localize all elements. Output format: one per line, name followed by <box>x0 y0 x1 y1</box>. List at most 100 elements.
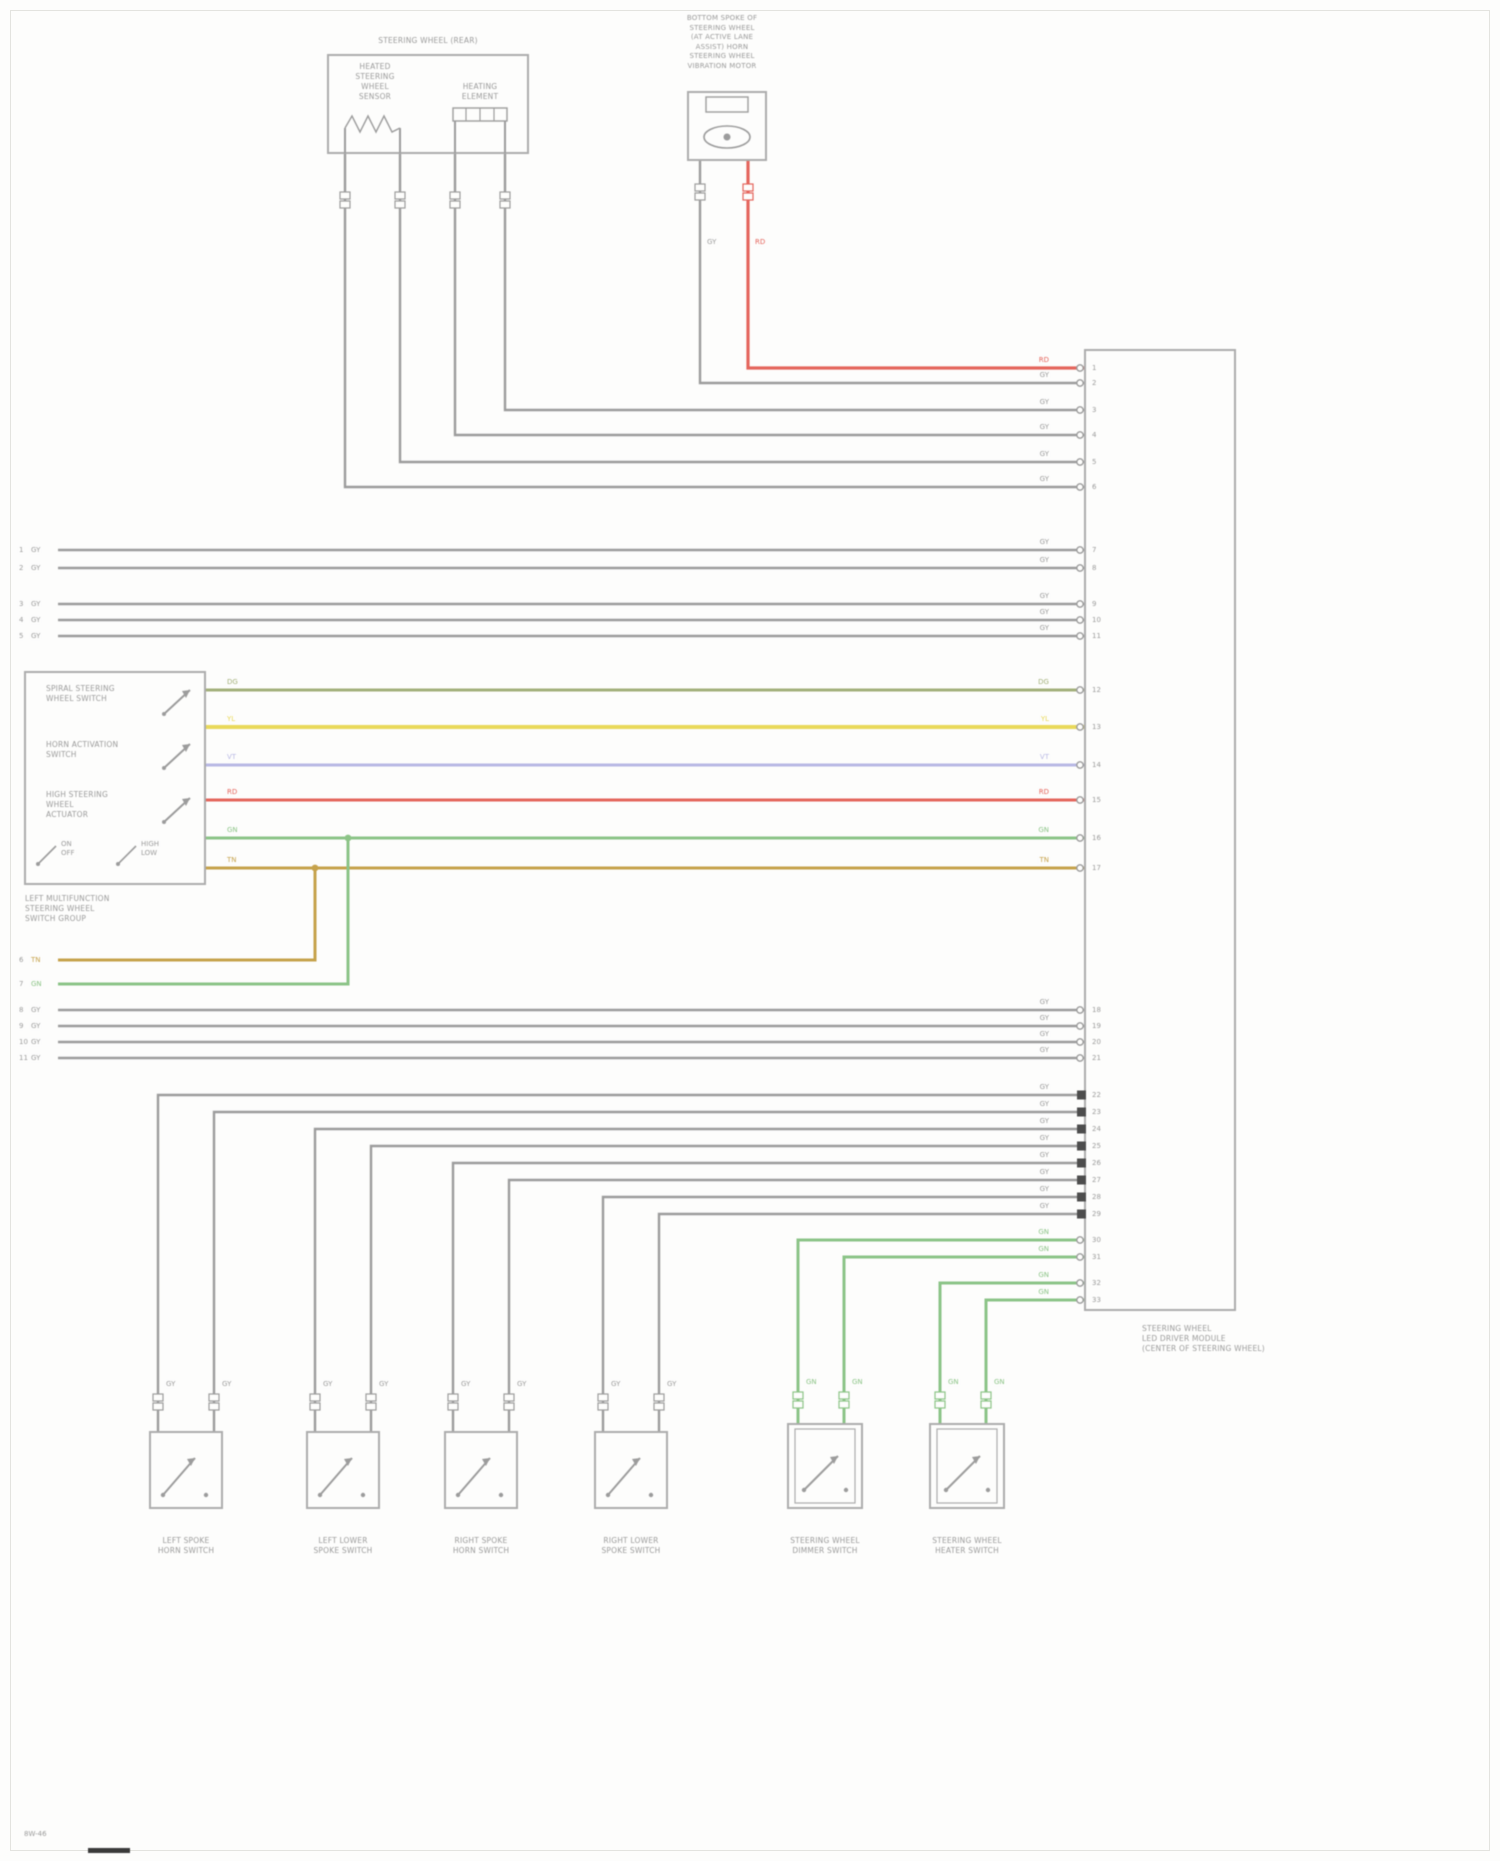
bus-terminal <box>1076 483 1084 491</box>
wire-sw6-b <box>984 1298 1085 1424</box>
wire-code-label: GY <box>1038 1100 1050 1108</box>
wire-heater-element-1 <box>453 153 1085 437</box>
bus-pin-label: 17 <box>1092 864 1101 872</box>
bus-pin-label: 6 <box>1092 483 1097 491</box>
switch1-symbol <box>162 1457 196 1496</box>
wire-sw5-b <box>842 1255 1085 1424</box>
bus-pin-label: 24 <box>1092 1125 1101 1133</box>
bus-terminal <box>1076 1253 1084 1261</box>
wire-code-label: VT <box>226 753 238 761</box>
wire-code-label: GY <box>1038 608 1050 616</box>
wire-code-label: GN <box>805 1378 818 1386</box>
switch-pivot-dot <box>162 766 166 770</box>
wire-code-label: GY <box>378 1380 390 1388</box>
switch-arrow-heads <box>182 690 190 806</box>
switch4-symbol <box>607 1457 641 1496</box>
inline-connector <box>447 1402 459 1411</box>
wire-code-label: GY <box>1038 1046 1050 1054</box>
wire-code-label: GY <box>30 1054 42 1062</box>
wire-code-label: GY <box>1038 371 1050 379</box>
inline-connector <box>365 1393 377 1402</box>
wire-code-label: 3 <box>18 600 25 608</box>
wire-code-label: 7 <box>18 980 25 988</box>
wire-code-label: GN <box>1037 1228 1050 1236</box>
switch-pivot-dot <box>162 820 166 824</box>
inline-connector <box>792 1400 804 1409</box>
wire-code-label: GY <box>221 1380 233 1388</box>
inline-connector <box>152 1402 164 1411</box>
bus-junction-terminal <box>1077 1158 1086 1168</box>
bus-junction-terminal <box>1077 1090 1086 1100</box>
bus-pin-label: 21 <box>1092 1054 1101 1062</box>
switch2-box <box>306 1431 380 1509</box>
wire-code-label: GY <box>706 238 718 246</box>
bus-terminal <box>1076 632 1084 640</box>
bus-terminal <box>1076 546 1084 554</box>
wire-code-label: GY <box>1038 1185 1050 1193</box>
wire-code-label: DG <box>226 678 239 686</box>
switch6-dot <box>943 1487 949 1493</box>
bus-pin-label: 1 <box>1092 364 1097 372</box>
bus-pin-label: 10 <box>1092 616 1101 624</box>
bus-terminal <box>1076 364 1084 372</box>
inline-connector <box>742 192 754 201</box>
wire-code-label: DG <box>1037 678 1050 686</box>
bus-terminal <box>1076 458 1084 466</box>
wire-code-label: GY <box>1038 1134 1050 1142</box>
switch4-box <box>594 1431 668 1509</box>
switch1-dot <box>203 1492 209 1498</box>
wire-code-label: 9 <box>18 1022 25 1030</box>
switch2-dot <box>360 1492 366 1498</box>
switch2-arrow <box>344 1458 352 1466</box>
bus-pin-label: 33 <box>1092 1296 1101 1304</box>
switch-group1-label: SPIRAL STEERING WHEEL SWITCH <box>46 684 115 703</box>
bus-terminal <box>1076 1236 1084 1244</box>
wire-code-label: GN <box>1037 826 1050 834</box>
bus-pin-label: 22 <box>1092 1091 1101 1099</box>
wire-code-label: GY <box>30 632 42 640</box>
inline-connector <box>394 200 406 209</box>
wire-code-label: 5 <box>18 632 25 640</box>
switch3-symbol <box>457 1457 491 1496</box>
wire-code-label: TN <box>226 856 238 864</box>
switch3-dot <box>498 1492 504 1498</box>
switch5-caption: STEERING WHEEL DIMMER SWITCH <box>790 1536 860 1555</box>
wire-ign-feed-red <box>746 160 1085 370</box>
wire-code-label: VT <box>1038 753 1050 761</box>
bus-pin-label: 16 <box>1092 834 1101 842</box>
wire-code-label: GY <box>1038 1014 1050 1022</box>
wire-junction <box>311 864 319 872</box>
wire-wheel-sensor-2 <box>398 153 1085 464</box>
switch2-symbol <box>319 1457 353 1496</box>
bus-pin-label: 31 <box>1092 1253 1101 1261</box>
wire-sw4-a <box>601 1195 1085 1432</box>
wire-code-label: GY <box>165 1380 177 1388</box>
inline-connector <box>339 200 351 209</box>
wire-code-label: GY <box>1038 475 1050 483</box>
wire-code-label: GY <box>30 564 42 572</box>
inline-connector <box>742 183 754 192</box>
switch5-arrow <box>830 1456 838 1464</box>
bus-pin-label: 11 <box>1092 632 1101 640</box>
wire-code-label: 11 <box>18 1054 29 1062</box>
wire-code-label: YL <box>1039 715 1050 723</box>
inline-connector <box>208 1402 220 1411</box>
wire-code-label: 1 <box>18 546 25 554</box>
switch2-dot <box>317 1492 323 1498</box>
wire-sw6-a <box>938 1281 1085 1424</box>
wire-sw4-b <box>657 1212 1085 1432</box>
bus-pin-label: 2 <box>1092 379 1097 387</box>
bus-terminal <box>1076 406 1084 414</box>
wire-sw1-a <box>156 1093 1085 1432</box>
bus-pin-label: 3 <box>1092 406 1097 414</box>
bus-terminal <box>1076 796 1084 804</box>
wire-code-label: TN <box>30 956 42 964</box>
component-symbols <box>36 96 991 1498</box>
inline-connector <box>934 1391 946 1400</box>
bus-terminal <box>1076 1006 1084 1014</box>
bus-terminal <box>1076 600 1084 608</box>
wire-sw2-b <box>369 1144 1085 1432</box>
inline-connector <box>447 1393 459 1402</box>
switch3-arrow <box>482 1458 490 1466</box>
